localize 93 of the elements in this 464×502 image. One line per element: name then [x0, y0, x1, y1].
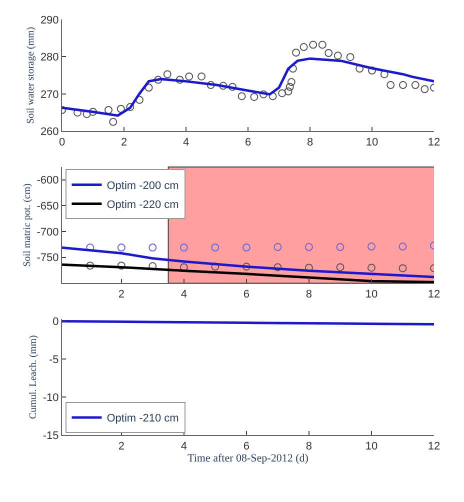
- x-tick-label: 12: [428, 440, 440, 452]
- point: [144, 84, 153, 92]
- y-axis-title: Soil water storage (mm): [25, 26, 36, 124]
- point: [163, 70, 172, 78]
- y-tick-label: -10: [42, 392, 59, 404]
- x-tick-label: 2: [120, 136, 128, 148]
- y-tick-label: 260: [40, 126, 59, 138]
- point: [367, 264, 376, 272]
- point: [334, 52, 342, 60]
- point: [386, 81, 395, 90]
- point: [211, 262, 220, 271]
- point: [154, 76, 162, 84]
- x-tick-label: 10: [366, 136, 378, 148]
- legend-label: Optim -220 cm: [106, 199, 179, 212]
- x-tick-label: 2: [118, 288, 124, 300]
- line-series: [62, 246, 434, 278]
- point: [211, 244, 220, 252]
- line-series: [62, 57, 434, 117]
- point: [206, 81, 215, 90]
- point: [309, 40, 318, 49]
- y-tick-label: 270: [40, 88, 59, 101]
- point: [300, 43, 308, 52]
- x-tick-label: 6: [243, 288, 250, 300]
- point: [126, 103, 134, 112]
- point: [117, 244, 126, 252]
- point: [287, 78, 296, 86]
- point: [356, 64, 364, 73]
- x-tick-label: 6: [244, 136, 252, 148]
- point: [292, 48, 300, 57]
- x-tick-label: 8: [306, 136, 314, 148]
- point: [242, 244, 250, 252]
- point: [304, 243, 313, 252]
- point: [219, 82, 228, 90]
- point: [250, 92, 258, 101]
- y-tick-label: -5: [49, 354, 59, 366]
- x-tick-label: 4: [182, 136, 190, 148]
- point: [324, 48, 333, 57]
- x-tick-label: 8: [306, 440, 312, 452]
- legend-label: Optim -200 cm: [106, 180, 179, 192]
- point: [228, 82, 236, 91]
- point: [176, 76, 184, 84]
- point: [274, 263, 282, 272]
- x-tick-label: 12: [428, 136, 440, 148]
- point: [336, 243, 344, 252]
- x-tick-label: 8: [306, 288, 312, 300]
- point: [116, 104, 125, 113]
- point: [380, 70, 388, 78]
- point: [109, 118, 118, 126]
- x-tick-label: 4: [180, 440, 187, 452]
- y-tick-label: 0: [52, 316, 59, 328]
- x-axis-title: Time after 08-Sep-2012 (d): [188, 452, 309, 465]
- point: [274, 243, 282, 252]
- point: [398, 264, 407, 272]
- point: [242, 262, 250, 271]
- point: [89, 108, 97, 116]
- point: [411, 81, 420, 90]
- y-tick-label: -15: [42, 430, 59, 442]
- y-tick-label: 280: [40, 52, 59, 64]
- point: [278, 89, 286, 98]
- y-axis-title: Cumul. Leach. (mm): [28, 335, 39, 420]
- point: [180, 244, 188, 252]
- point: [346, 53, 354, 62]
- point: [148, 244, 157, 252]
- y-tick-label: -600: [36, 174, 59, 187]
- x-tick-label: 6: [243, 440, 250, 452]
- point: [286, 82, 294, 91]
- y-tick-label: -750: [36, 252, 59, 264]
- point: [185, 72, 194, 80]
- y-tick-label: -650: [36, 200, 59, 213]
- point: [398, 242, 407, 251]
- point: [284, 87, 292, 96]
- x-tick-label: 10: [365, 288, 378, 300]
- point: [336, 263, 344, 272]
- x-tick-label: 10: [365, 440, 378, 452]
- point: [368, 66, 376, 74]
- y-axis-title: Soil matric pot. (cm): [22, 183, 33, 267]
- point: [238, 92, 246, 100]
- point: [318, 40, 326, 49]
- point: [268, 92, 277, 100]
- x-tick-label: 2: [118, 440, 124, 452]
- point: [420, 85, 429, 94]
- point: [86, 262, 94, 270]
- y-tick-label: 290: [40, 14, 59, 26]
- point: [104, 106, 112, 114]
- point: [198, 72, 206, 80]
- point: [399, 81, 407, 90]
- x-tick-label: 12: [428, 288, 440, 300]
- point: [260, 90, 268, 98]
- y-tick-label: -700: [36, 226, 59, 238]
- legend-label: Optim -210 cm: [106, 412, 179, 425]
- point: [367, 242, 376, 251]
- point: [117, 262, 126, 270]
- x-tick-label: 4: [180, 288, 187, 300]
